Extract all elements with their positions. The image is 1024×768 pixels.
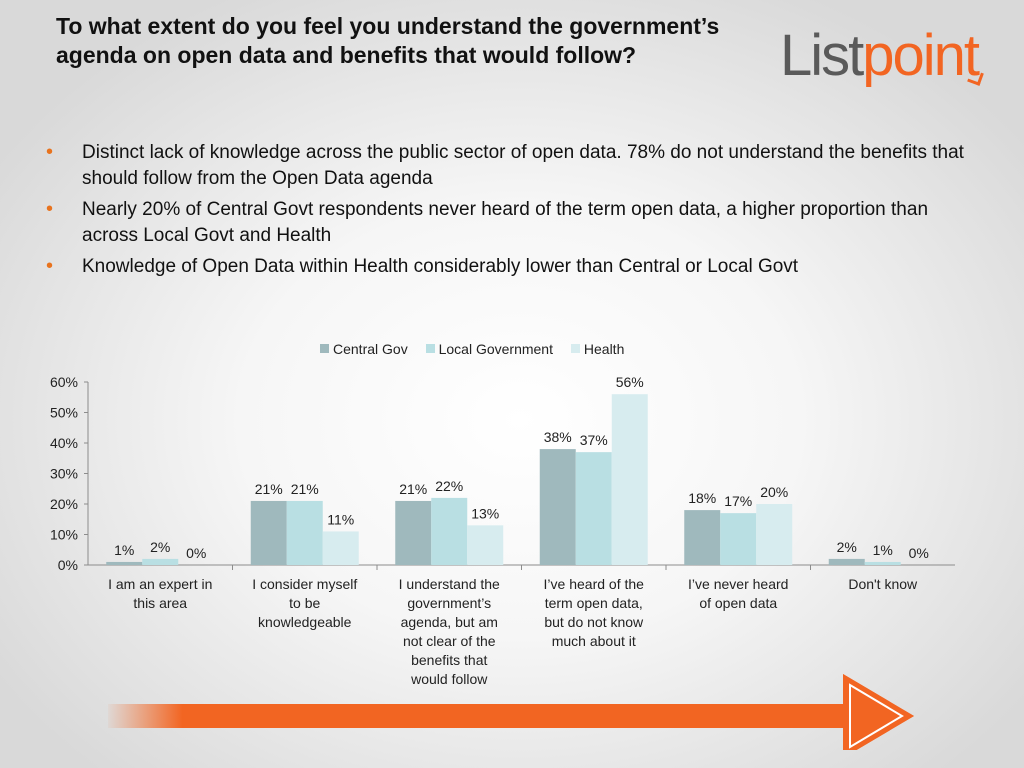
data-label: 2% (150, 539, 170, 555)
x-category-label: I am an expert in this area (108, 576, 212, 611)
bar-health (756, 504, 793, 565)
data-label: 11% (327, 511, 354, 527)
y-tick-label: 20% (50, 496, 78, 512)
bar-local-government (142, 558, 179, 565)
x-category-label: Don't know (848, 576, 918, 592)
y-tick-label: 60% (50, 374, 78, 390)
data-label: 0% (186, 545, 206, 561)
bullet-dot-icon: • (46, 255, 54, 277)
bullet-text: Knowledge of Open Data within Health con… (82, 256, 799, 277)
bullet-list: • Distinct lack of knowledge across the p… (46, 140, 986, 285)
bar-central-gov (539, 449, 576, 565)
legend-swatch-central (320, 344, 329, 353)
logo-text-point: point (862, 23, 980, 88)
bullet-text: Nearly 20% of Central Govt respondents n… (82, 199, 929, 246)
bullet-item: • Distinct lack of knowledge across the p… (46, 140, 986, 192)
x-category-label: I’ve heard of the term open data, but do n… (544, 576, 645, 649)
y-tick-label: 10% (50, 527, 78, 543)
bullet-dot-icon: • (46, 198, 54, 220)
bar-chart: 0% 10% 20% 30% 40% 50% 60% 1% 2% 0% I am an expert… (50, 374, 955, 687)
y-tick-label: 0% (58, 557, 78, 573)
bar-local-government (720, 513, 757, 565)
data-label: 13% (471, 505, 499, 521)
bar-central-gov (395, 500, 432, 565)
data-label: 56% (616, 374, 644, 390)
data-label: 20% (760, 484, 788, 500)
x-category-label: I understand the government’s agenda, but … (399, 576, 500, 687)
legend-label-health: Health (583, 341, 625, 357)
bullet-text: Distinct lack of knowledge across the pu… (82, 142, 964, 189)
y-tick-label: 50% (50, 405, 78, 421)
data-label: 22% (435, 478, 463, 494)
legend-swatch-health (570, 344, 580, 353)
bar-health (611, 394, 648, 565)
logo-text-list: List (780, 23, 864, 88)
bar-local-government (575, 452, 612, 565)
bar-local-government (286, 500, 323, 565)
bar-central-gov (106, 561, 143, 565)
legend-item-local: Local Government (425, 341, 553, 357)
data-label: 2% (837, 539, 857, 555)
data-label: 21% (399, 481, 427, 497)
y-tick-label: 40% (50, 435, 78, 451)
bullet-item: • Knowledge of Open Data within Health co… (46, 254, 986, 280)
data-label: 21% (291, 481, 319, 497)
bar-central-gov (684, 510, 721, 565)
x-category-label: I’ve never heard of open data (688, 576, 788, 611)
bar-health (467, 525, 504, 565)
bullet-dot-icon: • (46, 141, 54, 163)
bar-central-gov (250, 500, 287, 565)
legend-label-local: Local Government (438, 341, 553, 357)
legend-swatch-local (425, 344, 435, 353)
data-label: 17% (724, 493, 752, 509)
bar-central-gov (828, 558, 865, 565)
data-label: 18% (688, 490, 716, 506)
y-tick-label: 30% (50, 466, 78, 482)
data-label: 21% (255, 481, 283, 497)
listpoint-logo: Listpoint (780, 23, 984, 88)
data-label: 1% (873, 542, 893, 558)
chart-legend: Central Gov Local Government Health (320, 341, 638, 357)
legend-label-central: Central Gov (333, 341, 408, 357)
legend-item-health: Health (570, 341, 625, 357)
x-category-label: I consider myself to be knowledgeable (252, 576, 357, 630)
slide-title: To what extent do you feel you understan… (56, 13, 720, 68)
data-label: 37% (580, 432, 608, 448)
data-label: 0% (909, 545, 929, 561)
bar-local-government (431, 497, 468, 565)
data-label: 38% (544, 429, 572, 445)
bar-health (322, 531, 359, 565)
bullet-item: • Nearly 20% of Central Govt respondents … (46, 197, 986, 249)
decorative-arrow-icon (108, 674, 914, 750)
legend-item-central: Central Gov (320, 341, 408, 357)
bar-local-government (864, 561, 901, 565)
data-label: 1% (114, 542, 134, 558)
